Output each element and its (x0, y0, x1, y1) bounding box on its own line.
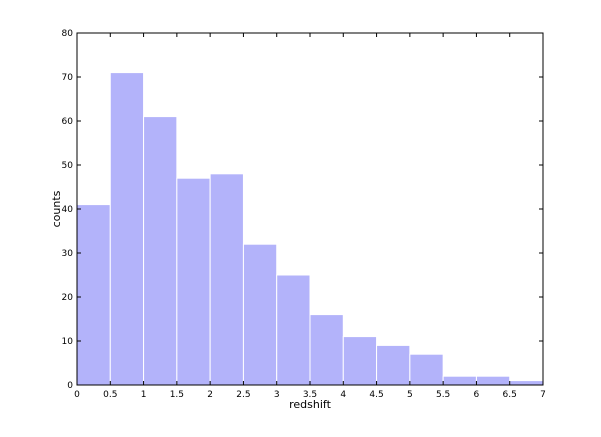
x-axis-label: redshift (289, 398, 331, 411)
x-tick-label: 7 (540, 390, 546, 400)
y-tick-label: 0 (67, 381, 73, 391)
bar (143, 116, 178, 386)
y-tick-label: 20 (62, 293, 74, 303)
bar (309, 314, 344, 386)
x-tick-label: 5.5 (436, 390, 450, 400)
x-tick-label: 2 (207, 390, 213, 400)
x-tick-label: 6 (474, 390, 480, 400)
bar (276, 274, 311, 386)
x-tick-label: 3 (274, 390, 280, 400)
bar (242, 243, 278, 386)
y-axis-label: counts (50, 190, 63, 227)
x-tick-label: 3.5 (303, 390, 317, 400)
bar (209, 173, 244, 386)
x-tick-label: 0 (74, 390, 80, 400)
bar (176, 177, 211, 386)
y-tick-label: 80 (62, 29, 74, 39)
bar (409, 353, 444, 386)
x-tick-label: 4 (340, 390, 346, 400)
y-tick-label: 10 (62, 337, 74, 347)
y-tick-label: 60 (62, 117, 74, 127)
y-tick-label: 50 (62, 161, 74, 171)
y-tick-label: 30 (62, 249, 74, 259)
bar (109, 72, 145, 386)
bar (475, 375, 511, 386)
x-tick-label: 0.5 (103, 390, 117, 400)
x-tick-label: 1 (141, 390, 147, 400)
x-tick-label: 1.5 (170, 390, 184, 400)
bar (376, 344, 411, 386)
y-tick-label: 40 (62, 205, 74, 215)
bar (342, 336, 378, 386)
bar (76, 204, 111, 386)
x-tick-label: 2.5 (236, 390, 250, 400)
bar (509, 380, 544, 386)
y-tick-label: 70 (62, 73, 74, 83)
x-tick-label: 6.5 (503, 390, 517, 400)
bar (442, 375, 477, 386)
x-tick-label: 5 (407, 390, 413, 400)
x-tick-label: 4.5 (369, 390, 383, 400)
